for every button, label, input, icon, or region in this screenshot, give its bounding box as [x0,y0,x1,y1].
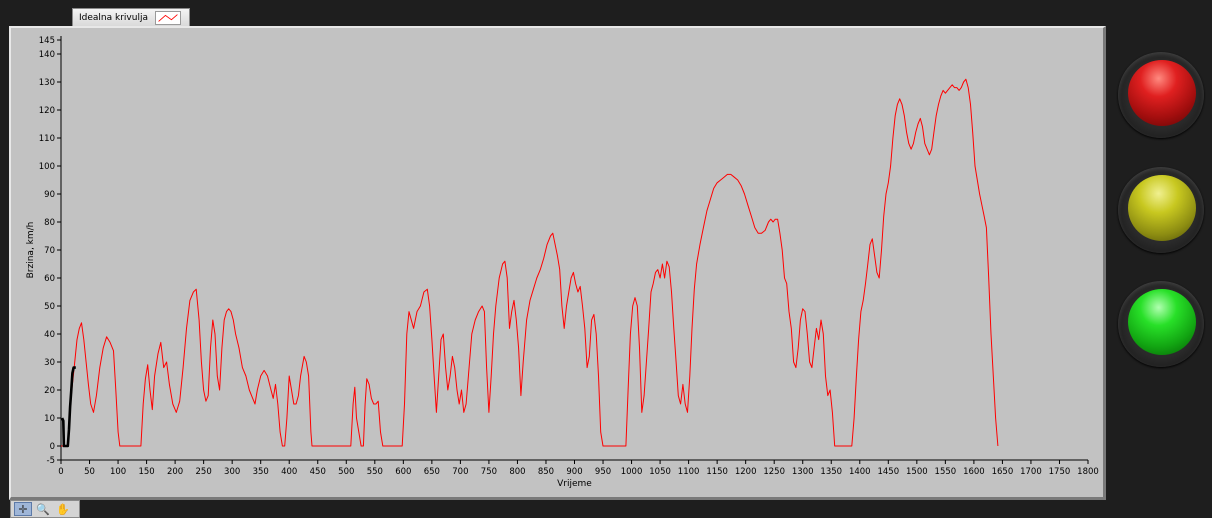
chart-frame: -5 0 10 20 30 40 50 60 70 80 90 100 110 120 130 140 145 … [9,26,1106,500]
series-layer [60,78,999,448]
y-tick-label: 10 [44,414,55,424]
legend-label: Idealna krivulja [79,13,148,23]
y-axis: -5 0 10 20 30 40 50 60 70 80 90 100 110 120 130 140 145 [39,36,62,466]
x-tick-label: 800 [509,467,525,477]
y-tick-label: 100 [39,162,55,172]
x-tick-label: 1750 [1049,467,1071,477]
x-tick-label: 0 [58,467,63,477]
red-light-indicator[interactable] [1128,60,1196,126]
x-tick-label: 550 [367,467,383,477]
y-tick-label: 60 [44,274,55,284]
x-tick-label: 1100 [678,467,700,477]
y-tick-label: 50 [44,302,55,312]
y-tick-label: 30 [44,358,55,368]
x-tick-label: 900 [566,467,582,477]
y-tick-label: 0 [50,442,55,452]
x-axis: 0 50 100 150 200 250 300 350 400 450 500 550 600 650 7… [58,459,1099,477]
legend-swatch [155,11,181,25]
x-tick-label: 1300 [792,467,814,477]
yellow-light-housing [1118,167,1204,253]
x-tick-label: 1550 [935,467,957,477]
y-tick-label: -5 [47,456,55,466]
y-tick-label: 20 [44,386,55,396]
x-tick-label: 450 [310,467,326,477]
legend[interactable]: Idealna krivulja [72,8,190,27]
y-tick-label: 110 [39,134,55,144]
x-tick-label: 150 [138,467,154,477]
x-tick-label: 1050 [649,467,671,477]
x-tick-label: 1450 [877,467,899,477]
x-tick-label: 1350 [820,467,842,477]
x-tick-label: 1700 [1020,467,1042,477]
x-tick-label: 50 [84,467,95,477]
zoom-icon[interactable]: 🔍 [36,502,50,516]
pan-hand-icon[interactable]: ✋ [56,502,70,516]
x-tick-label: 250 [196,467,212,477]
x-tick-label: 1000 [621,467,643,477]
x-tick-label: 1600 [963,467,985,477]
y-tick-label: 70 [44,246,55,256]
x-tick-label: 500 [338,467,354,477]
x-tick-label: 400 [281,467,297,477]
y-tick-label: 140 [39,50,55,60]
y-tick-label: 40 [44,330,55,340]
y-tick-label: 90 [44,190,55,200]
x-tick-label: 850 [538,467,554,477]
x-tick-label: 950 [595,467,611,477]
y-tick-label: 80 [44,218,55,228]
red-light-housing [1118,52,1204,138]
x-tick-label: 200 [167,467,183,477]
x-tick-label: 1500 [906,467,928,477]
graph-palette: ✛ 🔍 ✋ [10,500,80,518]
yellow-light-indicator[interactable] [1128,175,1196,241]
green-light-indicator[interactable] [1128,289,1196,355]
green-light-housing [1118,281,1204,367]
y-axis-label: Brzina, km/h [26,222,36,279]
actual-speed-line [60,366,77,448]
x-tick-label: 1400 [849,467,871,477]
x-tick-label: 1650 [992,467,1014,477]
x-tick-label: 350 [253,467,269,477]
x-tick-label: 650 [424,467,440,477]
x-tick-label: 600 [395,467,411,477]
x-tick-label: 1800 [1077,467,1099,477]
ideal-curve-line [61,78,999,447]
x-tick-label: 700 [452,467,468,477]
speed-chart[interactable]: -50102030405060708090100110120130140145 … [11,28,1103,497]
cursor-crosshair-icon[interactable]: ✛ [14,502,32,516]
x-tick-label: 1200 [735,467,757,477]
x-tick-label: 1250 [763,467,785,477]
x-tick-label: 100 [110,467,126,477]
y-tick-label: 130 [39,78,55,88]
y-tick-label: 120 [39,106,55,116]
y-tick-label: 145 [39,36,55,46]
x-axis-label: Vrijeme [557,479,592,489]
x-tick-label: 300 [224,467,240,477]
x-tick-label: 750 [481,467,497,477]
x-tick-label: 1150 [706,467,728,477]
